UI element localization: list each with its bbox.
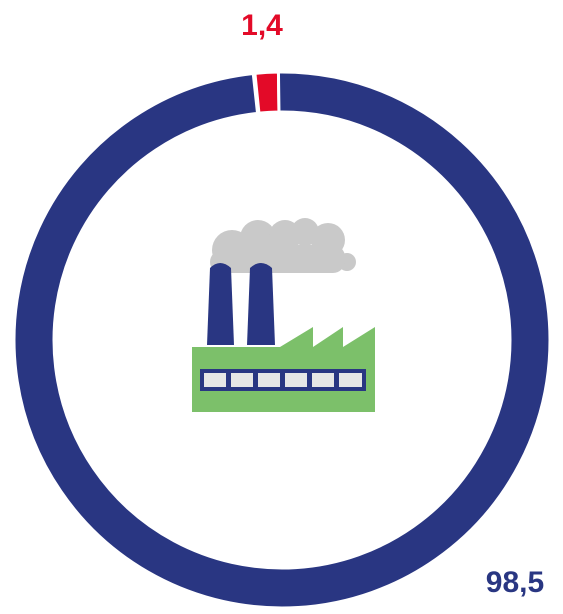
donut-segment [253, 70, 281, 115]
donut-segment [12, 70, 552, 610]
value-label: 98,5 [486, 566, 544, 599]
value-label: 1,4 [241, 9, 283, 42]
chimney [247, 263, 275, 345]
smoke [210, 218, 356, 274]
windows [204, 373, 362, 387]
donut-ring [12, 70, 552, 610]
factory-icon [192, 218, 375, 412]
chimney [207, 263, 234, 345]
